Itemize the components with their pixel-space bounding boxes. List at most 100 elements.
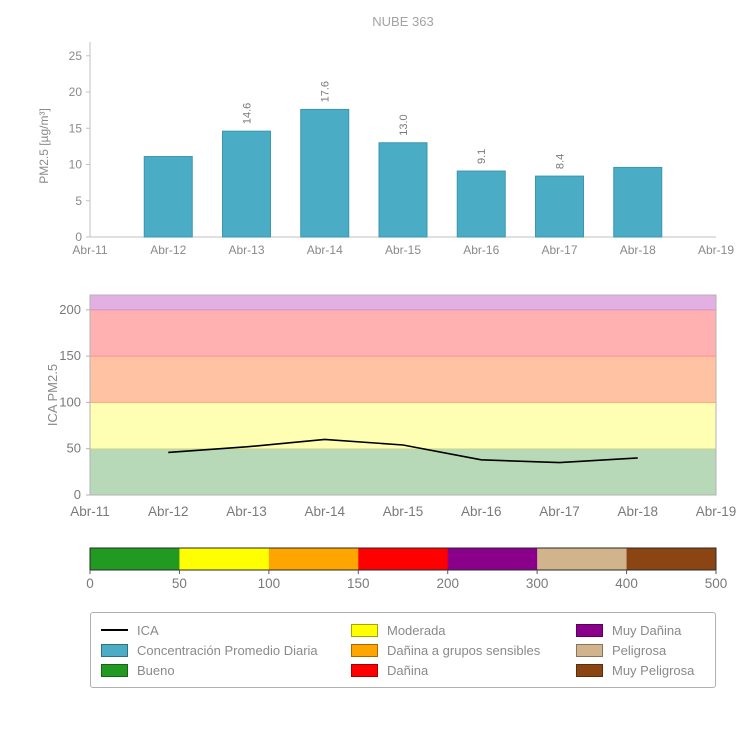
ica-line (168, 438, 638, 464)
bar-value-label: 9.1 (476, 149, 488, 164)
chart-legend: ICA Concentración Promedio Diaria Bueno Mod… (90, 612, 716, 688)
x-tick-label: Abr-13 (228, 243, 264, 257)
x-tick-label: Abr-15 (385, 243, 421, 257)
ica-band (89, 309, 717, 357)
x-tick-label: Abr-18 (617, 504, 658, 519)
legend-item: Dañina a grupos sensibles (351, 640, 576, 660)
ica-chart-ylabel: ICA PM2.5 (45, 364, 60, 426)
legend-item: Muy Peligrosa (576, 660, 715, 680)
legend-label: Moderada (387, 622, 446, 638)
colorbar-segment (90, 548, 180, 570)
colorbar-segment (447, 548, 538, 570)
x-tick-label: Abr-16 (461, 504, 502, 519)
legend-label: Bueno (137, 662, 175, 678)
colorbar-tick-label: 500 (705, 576, 728, 591)
x-tick-label: Abr-19 (698, 243, 734, 257)
y-tick-label: 100 (59, 394, 81, 409)
legend-label: Muy Dañina (612, 622, 682, 638)
pm25-bar (535, 175, 584, 238)
pm25-bar-chart: PM2.5 [µg/m³] 0 5 10 15 20 25 Abr-11 Abr-12 Abr-… (37, 42, 734, 257)
x-tick-label: Abr-14 (304, 504, 345, 519)
y-tick-label: 0 (75, 230, 82, 244)
ica-colorbar: 0 50 100 150 200 300 400 500 (86, 547, 728, 591)
y-tick-label: 150 (59, 348, 81, 363)
station-title: NUBE 363 (372, 14, 434, 29)
x-tick-label: Abr-12 (148, 504, 189, 519)
pm25-bar (456, 170, 506, 238)
bar-chart-ylabel: PM2.5 [µg/m³] (37, 108, 51, 184)
ica-plot-area: 0 50 100 150 200 Abr-11 Abr-12 Abr-13 Abr-14 Abr-… (59, 294, 737, 519)
ica-line-chart: ICA PM2.5 0 50 100 150 200 Abr-11 Abr-12 Abr-13… (45, 294, 737, 519)
legend-label: Muy Peligrosa (612, 662, 695, 678)
x-tick-label: Abr-12 (150, 243, 186, 257)
ica-band (89, 294, 717, 311)
y-tick-label: 0 (74, 487, 81, 502)
legend-label: Peligrosa (612, 642, 667, 658)
bar-value-label: 14.6 (242, 103, 254, 124)
legend-label: Dañina a grupos sensibles (387, 642, 541, 658)
y-tick-label: 5 (75, 194, 82, 208)
y-tick-label: 50 (67, 441, 81, 456)
bar-value-label: 17.6 (320, 81, 332, 102)
pm25-bar (300, 108, 350, 238)
y-tick-label: 25 (69, 49, 83, 63)
legend-item: Muy Dañina (576, 620, 715, 640)
legend-item: ICA (101, 620, 351, 640)
legend-color-swatch (101, 643, 128, 657)
ica-band (89, 355, 717, 403)
legend-color-swatch (101, 663, 128, 677)
colorbar-frame (89, 547, 717, 571)
x-tick-label: Abr-19 (696, 504, 737, 519)
x-tick-label: Abr-17 (541, 243, 577, 257)
ica-band (89, 401, 717, 450)
legend-label: ICA (137, 622, 159, 638)
x-tick-label: Abr-11 (70, 504, 110, 519)
x-tick-label: Abr-14 (307, 243, 343, 257)
plot-frame (89, 294, 717, 496)
legend-label: Concentración Promedio Diaria (137, 642, 318, 658)
x-tick-label: Abr-18 (620, 243, 656, 257)
legend-item: Dañina (351, 660, 576, 680)
y-tick-label: 200 (59, 302, 81, 317)
colorbar-tick-label: 100 (258, 576, 281, 591)
ica-band (89, 448, 717, 496)
y-tick-label: 10 (69, 158, 83, 172)
pm25-bar (143, 156, 193, 238)
legend-color-swatch (576, 623, 603, 637)
legend-label: Dañina (387, 662, 429, 678)
pm25-bar (378, 142, 428, 238)
y-tick-label: 15 (69, 121, 83, 135)
legend-color-swatch (351, 663, 378, 677)
bar-value-label: 8.4 (555, 154, 567, 169)
colorbar-tick-label: 0 (86, 576, 94, 591)
legend-item: Bueno (101, 660, 351, 680)
colorbar-tick-label: 150 (347, 576, 370, 591)
y-tick-label: 20 (69, 85, 83, 99)
legend-item: Moderada (351, 620, 576, 640)
bar-plot-area: 0 5 10 15 20 25 Abr-11 Abr-12 Abr-13 Abr-14 Abr-15… (69, 42, 734, 257)
legend-item: Peligrosa (576, 640, 715, 660)
colorbar-plot-area: 0 50 100 150 200 300 400 500 (86, 547, 728, 591)
legend-column: Muy Dañina Peligrosa Muy Peligrosa (576, 620, 715, 680)
legend-item: Concentración Promedio Diaria (101, 640, 351, 660)
legend-color-swatch (351, 643, 378, 657)
legend-color-swatch (351, 623, 378, 637)
legend-color-swatch (576, 663, 603, 677)
legend-line-swatch (101, 629, 128, 631)
colorbar-tick-label: 200 (436, 576, 459, 591)
colorbar-tick-label: 50 (172, 576, 187, 591)
colorbar-segment (626, 548, 717, 570)
legend-column: ICA Concentración Promedio Diaria Bueno (101, 620, 351, 680)
x-tick-label: Abr-13 (226, 504, 267, 519)
colorbar-tick-label: 400 (615, 576, 638, 591)
legend-color-swatch (576, 643, 603, 657)
x-tick-label: Abr-17 (539, 504, 580, 519)
colorbar-segment (179, 548, 270, 570)
x-tick-label: Abr-11 (72, 243, 107, 257)
legend-column: Moderada Dañina a grupos sensibles Dañina (351, 620, 576, 680)
pm25-bar (613, 166, 663, 238)
colorbar-tick-label: 300 (526, 576, 549, 591)
x-tick-label: Abr-16 (463, 243, 499, 257)
pm25-bar (222, 130, 271, 238)
